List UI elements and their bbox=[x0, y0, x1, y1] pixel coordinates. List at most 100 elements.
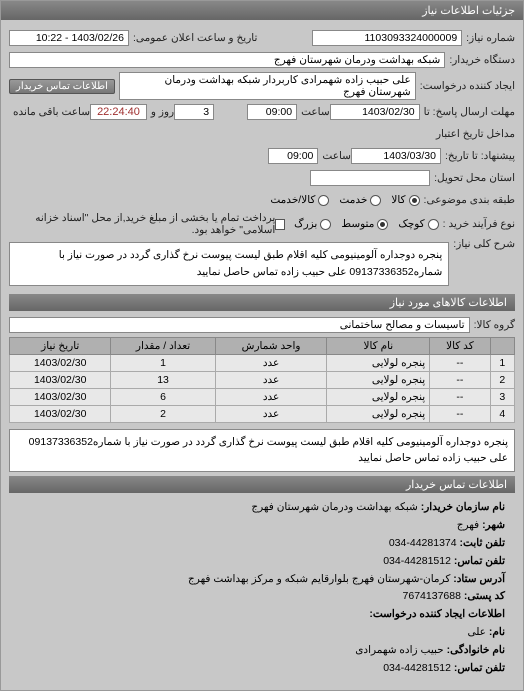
valid-time: 09:00 bbox=[268, 148, 318, 164]
days-remaining: 3 bbox=[174, 104, 214, 120]
table-row: 3--پنجره لولاییعدد61403/02/30 bbox=[10, 388, 515, 405]
radio-mid[interactable]: متوسط bbox=[341, 218, 388, 230]
buyer-device-value: شبکه بهداشت ودرمان شهرستان فهرج bbox=[9, 52, 445, 68]
c-creator-label: اطلاعات ایجاد کننده درخواست: bbox=[369, 608, 505, 620]
col-name: نام کالا bbox=[327, 337, 430, 354]
cell: 2 bbox=[111, 405, 215, 422]
c-tel-label: تلفن ثابت: bbox=[460, 537, 505, 549]
c-fax-value: 44281512-034 bbox=[383, 555, 451, 567]
c-addr-label: آدرس ستاد: bbox=[453, 573, 505, 585]
c-family-value: حبیب زاده شهمرادی bbox=[355, 644, 443, 656]
c-post-value: 7674137688 bbox=[403, 590, 461, 602]
col-qty: تعداد / مقدار bbox=[111, 337, 215, 354]
cell: عدد bbox=[215, 354, 327, 371]
cell: -- bbox=[430, 405, 490, 422]
cell: 4 bbox=[490, 405, 514, 422]
cell: 2 bbox=[490, 371, 514, 388]
request-creator-value: علی حبیب زاده شهمرادی کاربردار شبکه بهدا… bbox=[119, 72, 416, 100]
cell: عدد bbox=[215, 371, 327, 388]
deadline-date: 1403/02/30 bbox=[330, 104, 420, 120]
table-header-row: کد کالا نام کالا واحد شمارش تعداد / مقدا… bbox=[10, 337, 515, 354]
c-city-value: فهرج bbox=[457, 519, 479, 531]
request-no-value: 1103093324000009 bbox=[312, 30, 462, 46]
c-family-label: نام خانوادگی: bbox=[447, 644, 505, 656]
valid-to-label: پیشنهاد: تا تاریخ: bbox=[441, 150, 515, 162]
pay-note-label: پرداخت تمام یا بخشی از مبلغ خرید,از محل … bbox=[9, 212, 275, 236]
cell: 1 bbox=[490, 354, 514, 371]
radio-service[interactable]: خدمت bbox=[339, 194, 381, 206]
valid-from-label: مداخل تاریخ اعتبار bbox=[432, 128, 515, 140]
delivery-place-label: استان محل تحویل: bbox=[430, 172, 515, 184]
request-creator-label: ایجاد کننده درخواست: bbox=[416, 80, 515, 92]
c-tel-value: 44281374-034 bbox=[389, 537, 457, 549]
c-phone-label: تلفن تماس: bbox=[454, 662, 505, 674]
desc-label: شرح کلی نیاز: bbox=[449, 238, 515, 250]
panel-title: جزئیات اطلاعات نیاز bbox=[1, 1, 523, 20]
cell: 1403/02/30 bbox=[10, 388, 111, 405]
contact-block: نام سازمان خریدار: شبکه بهداشت ودرمان شه… bbox=[9, 493, 515, 683]
cell: 1403/02/30 bbox=[10, 405, 111, 422]
hour-label-2: ساعت bbox=[318, 150, 351, 162]
request-no-label: شماره نیاز: bbox=[462, 32, 515, 44]
countdown-timer: 22:24:40 bbox=[90, 104, 147, 120]
details-panel: جزئیات اطلاعات نیاز شماره نیاز: 11030933… bbox=[0, 0, 524, 691]
deadline-time: 09:00 bbox=[247, 104, 297, 120]
table-row: 4--پنجره لولاییعدد21403/02/30 bbox=[10, 405, 515, 422]
c-org-label: نام سازمان خریدار: bbox=[421, 501, 505, 513]
contact-section-title: اطلاعات تماس خریدار bbox=[9, 476, 515, 493]
buyer-device-label: دستگاه خریدار: bbox=[445, 54, 515, 66]
deadline-label: مهلت ارسال پاسخ: تا bbox=[420, 106, 515, 118]
delivery-place-value bbox=[310, 170, 430, 186]
cell: 13 bbox=[111, 371, 215, 388]
cell: پنجره لولایی bbox=[327, 354, 430, 371]
c-fax-label: تلفن تماس: bbox=[454, 555, 505, 567]
radio-both[interactable]: کالا/خدمت bbox=[270, 194, 329, 206]
cell: پنجره لولایی bbox=[327, 371, 430, 388]
radio-goods[interactable]: کالا bbox=[391, 194, 419, 206]
cell: عدد bbox=[215, 388, 327, 405]
valid-date: 1403/03/30 bbox=[351, 148, 441, 164]
delivery-method-label: نوع فرآیند خرید : bbox=[439, 218, 515, 230]
delivery-method-radios: کوچک متوسط بزرگ bbox=[294, 218, 438, 230]
cell: پنجره لولایی bbox=[327, 405, 430, 422]
form-section: شماره نیاز: 1103093324000009 تاریخ و ساع… bbox=[1, 20, 523, 690]
desc-box-repeat: پنجره دوجداره آلومینیومی کلیه اقلام طبق … bbox=[9, 429, 515, 473]
cell: -- bbox=[430, 371, 490, 388]
radio-low[interactable]: کوچک bbox=[398, 218, 438, 230]
col-date: تاریخ نیاز bbox=[10, 337, 111, 354]
c-name-value: علی bbox=[467, 626, 486, 638]
cell: 1403/02/30 bbox=[10, 371, 111, 388]
package-type-radios: کالا خدمت کالا/خدمت bbox=[270, 194, 419, 206]
c-post-label: کد پستی: bbox=[464, 590, 505, 602]
treasury-checkbox[interactable] bbox=[275, 219, 284, 230]
desc-box: پنجره دوجداره آلومینیومی کلیه اقلام طبق … bbox=[9, 242, 449, 286]
cell: 1403/02/30 bbox=[10, 354, 111, 371]
goods-table: کد کالا نام کالا واحد شمارش تعداد / مقدا… bbox=[9, 337, 515, 423]
goods-section-title: اطلاعات کالاهای مورد نیاز bbox=[9, 294, 515, 311]
cell: 6 bbox=[111, 388, 215, 405]
and-label: روز و bbox=[147, 106, 174, 118]
c-addr-value: کرمان-شهرستان فهرج بلوارقایم شبکه و مرکز… bbox=[188, 573, 450, 585]
cell: پنجره لولایی bbox=[327, 388, 430, 405]
radio-high[interactable]: بزرگ bbox=[294, 218, 331, 230]
c-city-label: شهر: bbox=[482, 519, 505, 531]
public-date-label: تاریخ و ساعت اعلان عمومی: bbox=[129, 32, 257, 44]
c-phone-value: 44281512-034 bbox=[383, 662, 451, 674]
col-code: کد کالا bbox=[430, 337, 490, 354]
public-date-value: 1403/02/26 - 10:22 bbox=[9, 30, 129, 46]
cell: عدد bbox=[215, 405, 327, 422]
cell: 3 bbox=[490, 388, 514, 405]
remaining-label: ساعت باقی مانده bbox=[9, 106, 90, 118]
c-org-value: شبکه بهداشت ودرمان شهرستان فهرج bbox=[251, 501, 417, 513]
c-name-label: نام: bbox=[489, 626, 505, 638]
col-unit: واحد شمارش bbox=[215, 337, 327, 354]
contact-info-button[interactable]: اطلاعات تماس خریدار bbox=[9, 79, 115, 94]
cell: 1 bbox=[111, 354, 215, 371]
cell: -- bbox=[430, 354, 490, 371]
hour-label-1: ساعت bbox=[297, 106, 330, 118]
table-row: 2--پنجره لولاییعدد131403/02/30 bbox=[10, 371, 515, 388]
cell: -- bbox=[430, 388, 490, 405]
col-idx bbox=[490, 337, 514, 354]
table-row: 1--پنجره لولاییعدد11403/02/30 bbox=[10, 354, 515, 371]
goods-group-label: گروه کالا: bbox=[470, 319, 515, 331]
